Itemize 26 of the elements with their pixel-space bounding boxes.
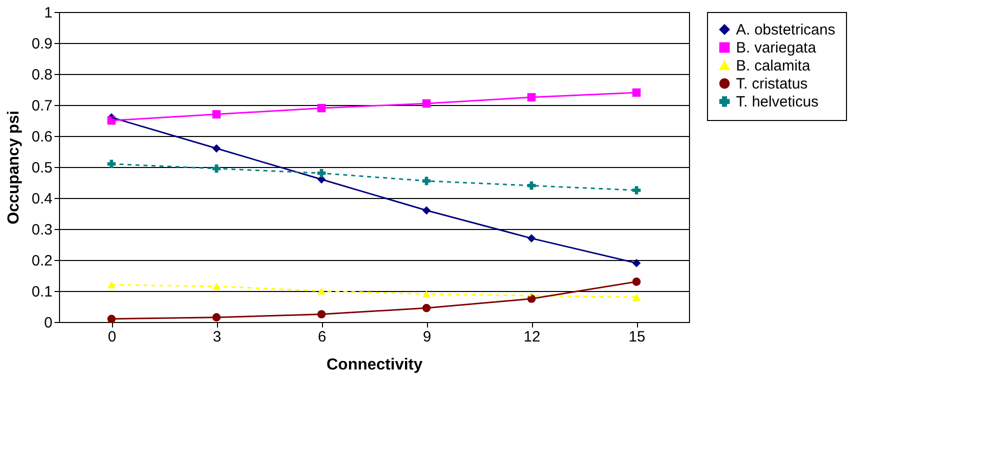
y-tick-label: 0 [44,314,52,332]
y-tick-label: 0.6 [32,128,52,146]
point [632,294,641,301]
x-tick-label: 3 [212,328,222,346]
x-tick-label: 12 [524,328,540,346]
y-tick-label: 0.5 [32,160,52,176]
y-tick-label: 0.8 [32,66,52,84]
x-tick-label: 9 [422,328,432,346]
point [107,281,116,288]
x-tick-label: 0 [108,328,116,346]
y-tick-label: 0.9 [32,36,52,52]
legend-label: B. variegata [736,40,817,56]
x-axis-title: Connectivity [326,356,423,374]
y-tick-label: 0.4 [32,190,52,208]
y-tick-label: 1 [44,4,52,22]
y-tick-label: 0.7 [32,98,52,114]
x-tick-label: 6 [318,328,326,346]
legend-label: T. cristatus [736,76,808,92]
legend-label: A. obstetricans [736,22,836,38]
x-tick-label: 15 [628,328,646,346]
legend-label: T. helveticus [736,94,819,110]
y-tick-label: 0.2 [32,252,52,270]
y-tick-label: 0.3 [32,222,52,238]
legend-label: B. calamita [736,58,811,74]
y-axis-title: Occupancy psi [6,110,23,224]
y-tick-label: 0.1 [32,284,52,300]
